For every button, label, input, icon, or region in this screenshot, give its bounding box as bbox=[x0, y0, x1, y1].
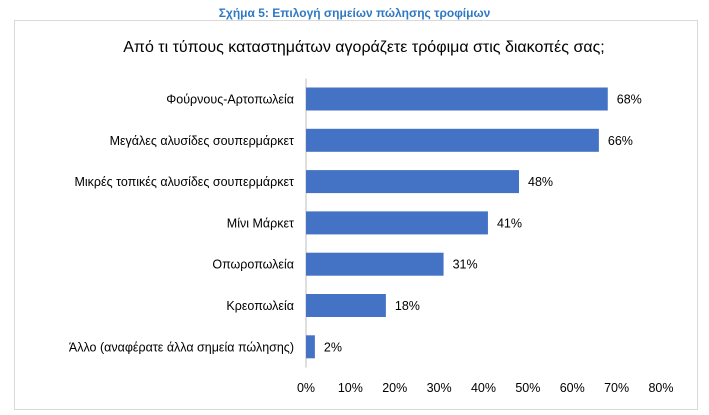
x-tick-label: 20% bbox=[382, 381, 407, 395]
x-tick-label: 50% bbox=[515, 381, 540, 395]
bar bbox=[306, 252, 444, 276]
x-tick-label: 0% bbox=[297, 381, 315, 395]
x-tick-label: 80% bbox=[648, 381, 673, 395]
bar bbox=[306, 335, 315, 359]
category-label: Μίνι Μάρκετ bbox=[227, 216, 294, 230]
x-tick-label: 40% bbox=[471, 381, 496, 395]
bars: Φούρνους-Αρτοπωλεία 68% Μεγάλες αλυσίδες σ… bbox=[69, 87, 642, 359]
category-label: Οπωροπωλεία bbox=[212, 258, 294, 272]
category-label: Μικρές τοπικές αλυσίδες σουπερμάρκετ bbox=[74, 175, 294, 189]
data-label: 31% bbox=[453, 258, 478, 272]
x-tick-label: 10% bbox=[338, 381, 363, 395]
category-label: Μεγάλες αλυσίδες σουπερμάρκετ bbox=[110, 134, 294, 148]
data-label: 18% bbox=[395, 299, 420, 313]
category-label: Φούρνους-Αρτοπωλεία bbox=[166, 93, 294, 107]
bar bbox=[306, 170, 519, 194]
x-tick-label: 60% bbox=[560, 381, 585, 395]
chart-frame bbox=[14, 20, 698, 410]
figure-caption: Σχήμα 5: Επιλογή σημείων πώλησης τροφίμω… bbox=[218, 6, 491, 20]
category-label: Κρεοπωλεία bbox=[226, 299, 294, 313]
x-tick-label: 70% bbox=[604, 381, 629, 395]
x-axis: 0% 10% 20% 30% 40% 50% 60% 70% 80% bbox=[297, 78, 674, 395]
category-label: Άλλο (αναφέρατε άλλα σημεία πώλησης) bbox=[69, 340, 294, 354]
data-label: 41% bbox=[497, 216, 522, 230]
bar bbox=[306, 294, 386, 317]
bar bbox=[306, 128, 599, 152]
data-label: 68% bbox=[617, 93, 642, 107]
bar bbox=[306, 87, 608, 111]
data-label: 48% bbox=[528, 175, 553, 189]
bar bbox=[306, 211, 488, 235]
data-label: 2% bbox=[324, 340, 342, 354]
chart-title: Από τι τύπους καταστημάτων αγοράζετε τρό… bbox=[123, 39, 605, 56]
data-label: 66% bbox=[608, 134, 633, 148]
x-tick-label: 30% bbox=[427, 381, 452, 395]
